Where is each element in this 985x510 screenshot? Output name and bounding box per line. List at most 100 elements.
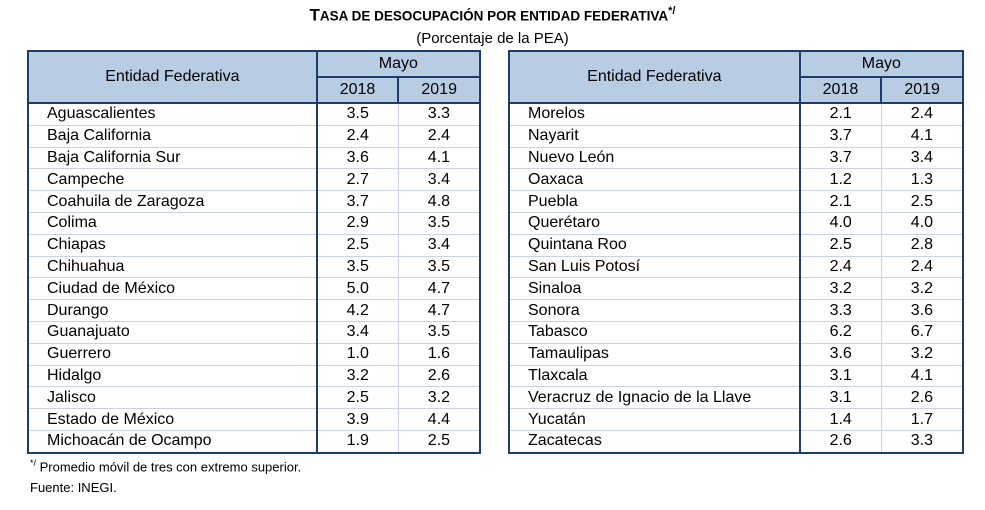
value-2018: 1.2: [799, 168, 882, 192]
table-row: Morelos 2.1 2.4: [509, 103, 963, 126]
entity-name: Querétaro: [509, 212, 801, 235]
header-year-2019: 2019: [397, 76, 481, 104]
entity-name: Nayarit: [509, 125, 801, 148]
value-2018: 3.4: [316, 321, 399, 344]
value-2018: 3.6: [799, 343, 882, 366]
value-2019: 3.6: [881, 299, 963, 322]
entity-name: Yucatán: [509, 408, 801, 431]
value-2019: 3.2: [881, 277, 963, 301]
value-2019: 2.4: [398, 125, 480, 148]
value-2018: 5.0: [316, 277, 399, 301]
value-2019: 4.8: [398, 190, 480, 213]
entity-name: Hidalgo: [28, 365, 318, 388]
table-row: Querétaro 4.0 4.0: [509, 212, 963, 235]
entity-name: Colima: [28, 212, 318, 235]
value-2018: 2.4: [316, 125, 399, 148]
right-table: Entidad Federativa Mayo 2018 2019 Morelos 2…: [508, 50, 965, 454]
value-2019: 2.4: [881, 256, 963, 279]
value-2018: 3.7: [316, 190, 399, 213]
table-row: Zacatecas 2.6 3.3: [509, 430, 963, 453]
value-2019: 3.3: [910, 432, 934, 450]
value-2018: 1.4: [799, 408, 882, 431]
table-row: Nuevo León 3.7 3.4: [509, 147, 963, 170]
entity-name: Oaxaca: [509, 168, 801, 192]
entity-name: Chiapas: [28, 234, 318, 257]
entity-name: Morelos: [509, 103, 801, 126]
value-2018: 3.7: [799, 147, 882, 170]
table-row: Yucatán 1.4 1.7: [509, 408, 963, 431]
entity-name: Campeche: [28, 168, 318, 192]
table-subtitle: (Porcentaje de la PEA): [416, 30, 569, 47]
value-2018: 1.9: [316, 430, 399, 453]
entity-name: Guanajuato: [28, 321, 318, 344]
value-2019: 4.1: [881, 125, 963, 148]
table-row: Sonora 3.3 3.6: [509, 299, 963, 322]
left-table: Entidad Federativa Mayo 2018 2019 Aguascal…: [27, 50, 482, 454]
value-2018: 3.1: [799, 386, 882, 410]
value-2018: 3.2: [799, 277, 882, 301]
entity-name: Durango: [28, 299, 318, 322]
value-2019: 3.5: [398, 321, 480, 344]
value-2019: 1.3: [881, 168, 963, 192]
value-2019: 3.5: [398, 256, 480, 279]
entity-name: Estado de México: [28, 408, 318, 431]
entity-name: Guerrero: [28, 343, 318, 366]
value-2018: 3.1: [799, 365, 882, 388]
table-row: Guanajuato 3.4 3.5: [28, 321, 480, 344]
table-row: Michoacán de Ocampo 1.9 2.5: [28, 430, 480, 453]
value-2019: 3.4: [398, 234, 480, 257]
entity-name: Michoacán de Ocampo: [28, 430, 318, 453]
table-row: Hidalgo 3.2 2.6: [28, 365, 480, 388]
value-2019: 2.6: [881, 386, 963, 410]
entity-name: Tlaxcala: [509, 365, 801, 388]
value-2018: 2.1: [799, 103, 882, 126]
value-2019: 3.2: [398, 386, 480, 410]
entity-name: Nuevo León: [509, 147, 801, 170]
value-2018: 2.5: [799, 234, 882, 257]
table-row: Coahuila de Zaragoza 3.7 4.8: [28, 190, 480, 213]
entity-name: Zacatecas: [509, 430, 801, 453]
value-2019: 4.4: [398, 408, 480, 431]
entity-name: Baja California Sur: [28, 147, 318, 170]
entity-name: Ciudad de México: [28, 277, 318, 301]
entity-name: Jalisco: [28, 386, 318, 410]
value-2019: 6.7: [881, 321, 963, 344]
table-row: Baja California Sur 3.6 4.1: [28, 147, 480, 170]
value-2018: 3.3: [799, 299, 882, 322]
value-2018: 1.0: [316, 343, 399, 366]
table-row: Tamaulipas 3.6 3.2: [509, 343, 963, 366]
entity-name: Quintana Roo: [509, 234, 801, 257]
entity-name: Veracruz de Ignacio de la Llave: [509, 386, 801, 410]
value-2019: 4.1: [398, 147, 480, 170]
value-2019: 2.5: [427, 432, 451, 450]
value-2019: 4.7: [398, 299, 480, 322]
table-row: Colima 2.9 3.5: [28, 212, 480, 235]
value-2019: 4.0: [881, 212, 963, 235]
table-row: Chiapas 2.5 3.4: [28, 234, 480, 257]
entity-name: Coahuila de Zaragoza: [28, 190, 318, 213]
table-row: Nayarit 3.7 4.1: [509, 125, 963, 148]
value-2018: 4.0: [799, 212, 882, 235]
value-2018: 3.7: [799, 125, 882, 148]
value-2018: 3.2: [316, 365, 399, 388]
table-row: Baja California 2.4 2.4: [28, 125, 480, 148]
table-row: Puebla 2.1 2.5: [509, 190, 963, 213]
entity-name: Sonora: [509, 299, 801, 322]
table-row: Chihuahua 3.5 3.5: [28, 256, 480, 279]
header-entity: Entidad Federativa: [27, 50, 318, 104]
entity-name: Tamaulipas: [509, 343, 801, 366]
value-2018: 3.6: [316, 147, 399, 170]
value-2018: 3.5: [316, 103, 399, 126]
table-row: Oaxaca 1.2 1.3: [509, 168, 963, 192]
value-2019: 3.2: [881, 343, 963, 366]
table-row: Tabasco 6.2 6.7: [509, 321, 963, 344]
header-year-2019: 2019: [880, 76, 964, 104]
header-year-2018: 2018: [315, 76, 400, 104]
value-2018: 2.7: [316, 168, 399, 192]
value-2019: 2.6: [398, 365, 480, 388]
entity-name: Sinaloa: [509, 277, 801, 301]
value-2018: 2.5: [316, 386, 399, 410]
table-row: Aguascalientes 3.5 3.3: [28, 103, 480, 126]
table-row: Campeche 2.7 3.4: [28, 168, 480, 192]
table-row: San Luis Potosí 2.4 2.4: [509, 256, 963, 279]
